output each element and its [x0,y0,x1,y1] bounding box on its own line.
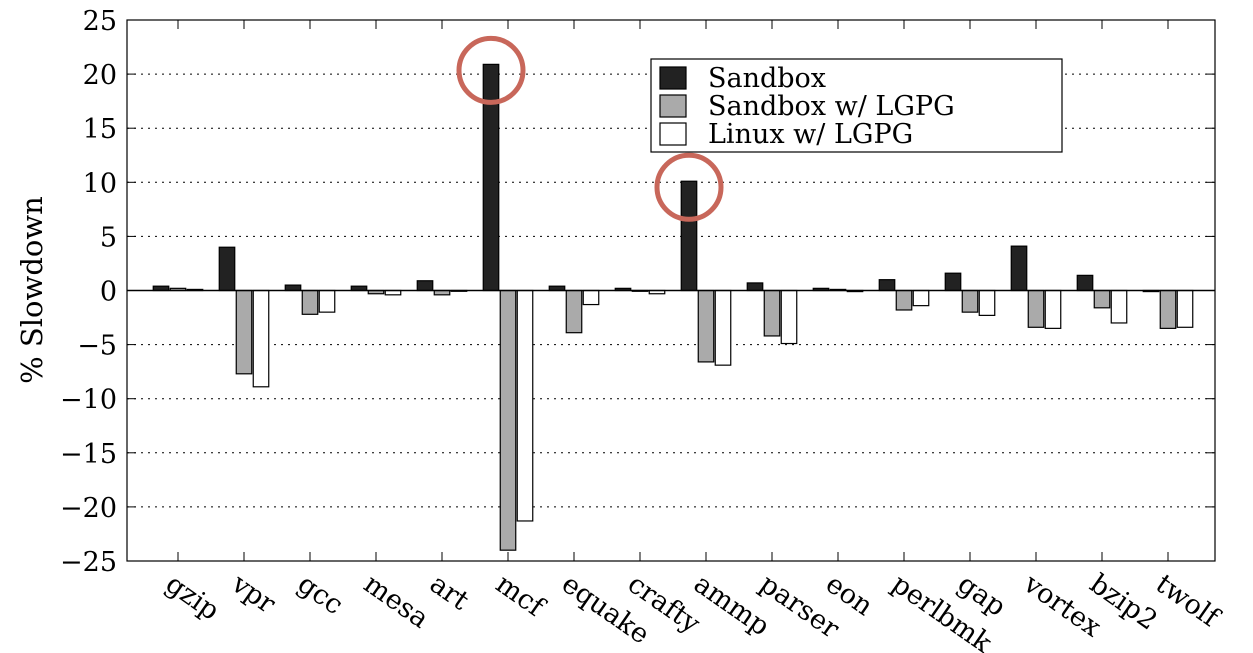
y-tick-label: −10 [60,385,117,416]
y-tick-label: −5 [77,331,117,362]
x-tick-label-gzip: gzip [160,568,225,626]
x-tick-label-twolf: twolf [1150,568,1226,634]
bar-ammp-linux-w-lgpg [714,289,732,366]
x-tick-label-vpr: vpr [225,568,281,620]
bar-mcf-linux-w-lgpg [516,289,534,522]
y-tick-label: −25 [60,547,117,578]
y-tick-label: 5 [100,222,117,253]
highlight-circles [456,35,724,222]
x-tick-label-mcf: mcf [490,568,551,624]
x-tick-label-ammp: ammp [688,568,775,642]
highlight-circle-mcf [456,35,526,105]
bar-vpr-linux-w-lgpg [252,289,270,388]
y-axis-label: % Slowdown [15,196,49,384]
bar-vortex-sandbox [1010,245,1028,292]
bar-mcf-sandbox [482,63,500,292]
legend-label: Sandbox [708,63,826,94]
bar-bzip2-sandbox [1076,274,1094,292]
y-tick-label: −20 [60,493,117,524]
bar-gcc-sandbox-w-lgpg [301,289,319,315]
bar-vortex-sandbox-w-lgpg [1027,289,1045,328]
bar-perlbmk-linux-w-lgpg [912,289,930,307]
x-tick-label-mesa: mesa [358,568,434,634]
bar-equake-linux-w-lgpg [582,289,600,306]
y-tick-label: 25 [83,6,117,37]
bar-vortex-linux-w-lgpg [1044,289,1062,329]
bar-parser-linux-w-lgpg [780,289,798,345]
bar-perlbmk-sandbox [878,279,896,292]
bar-vpr-sandbox [218,246,236,292]
bar-gap-sandbox [944,272,962,292]
bar-bzip2-sandbox-w-lgpg [1093,289,1111,309]
legend-label: Sandbox w/ LGPG [708,91,955,122]
bar-parser-sandbox [746,282,764,292]
legend-box [650,58,1063,153]
y-tick-label: 15 [83,114,117,145]
bar-mcf-sandbox-w-lgpg [499,289,517,551]
bar-ammp-sandbox [680,180,698,292]
bar-gap-linux-w-lgpg [978,289,996,316]
bar-perlbmk-sandbox-w-lgpg [895,289,913,311]
bar-gcc-linux-w-lgpg [318,289,336,313]
x-tick-label-gcc: gcc [292,568,349,621]
y-tick-label: 0 [100,277,117,308]
y-tick-label: 10 [83,168,117,199]
legend-swatch [659,94,687,118]
bar-vpr-sandbox-w-lgpg [235,289,253,375]
legend-swatch [659,66,687,90]
highlight-circle-ammp [654,152,724,222]
bar-ammp-sandbox-w-lgpg [697,289,715,363]
y-tick-label: 20 [83,60,117,91]
bar-bzip2-linux-w-lgpg [1110,289,1128,324]
bar-art-sandbox [416,280,434,292]
bar-gcc-sandbox [284,284,302,292]
bar-twolf-sandbox-w-lgpg [1159,289,1177,329]
bar-twolf-linux-w-lgpg [1176,289,1194,328]
bar-equake-sandbox-w-lgpg [565,289,583,334]
legend-label: Linux w/ LGPG [708,119,913,150]
y-tick-label: −15 [60,439,117,470]
plot-frame [126,19,1216,562]
bar-parser-sandbox-w-lgpg [763,289,781,337]
bar-gap-sandbox-w-lgpg [961,289,979,313]
legend-swatch [659,122,687,146]
